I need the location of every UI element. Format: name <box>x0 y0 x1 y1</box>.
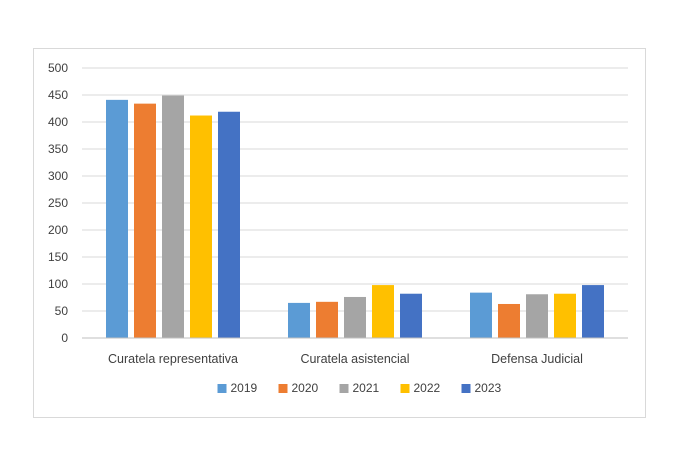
legend-swatch-2021 <box>339 384 349 393</box>
bar-chart: 0 50 100 150 200 250 300 350 400 450 500 Curatela … <box>48 61 628 395</box>
bar-2020-2 <box>316 301 338 338</box>
legend-label: 2021 <box>353 381 380 395</box>
bar-2021-1 <box>162 95 184 338</box>
y-tick-label: 50 <box>55 304 69 318</box>
legend-label: 2020 <box>292 381 319 395</box>
bar-2021-3 <box>526 294 548 338</box>
legend-label: 2022 <box>414 381 441 395</box>
y-tick-label: 500 <box>48 61 68 75</box>
legend-swatch-2020 <box>278 384 288 393</box>
bar-2020-1 <box>134 103 156 338</box>
y-tick-label: 400 <box>48 115 68 129</box>
category-label: Curatela representativa <box>108 352 238 366</box>
category-label: Curatela asistencial <box>300 352 409 366</box>
bar-2022-3 <box>554 293 576 338</box>
chart-frame: 0 50 100 150 200 250 300 350 400 450 500 Curatela … <box>33 48 646 418</box>
bar-2023-2 <box>400 293 422 338</box>
legend-label: 2019 <box>231 381 258 395</box>
legend-swatch-2023 <box>461 384 471 393</box>
bar-2023-1 <box>218 111 240 338</box>
y-axis-ticks: 0 50 100 150 200 250 300 350 400 450 500 <box>48 61 68 345</box>
bar-2022-2 <box>372 285 394 338</box>
bars <box>106 95 604 339</box>
bar-2019-3 <box>470 292 492 338</box>
legend: 2019 2020 2021 2022 2023 <box>217 381 502 395</box>
bar-2019-2 <box>288 302 310 338</box>
y-tick-label: 200 <box>48 223 68 237</box>
y-tick-label: 250 <box>48 196 68 210</box>
bar-2023-3 <box>582 285 604 338</box>
bar-2019-1 <box>106 99 128 338</box>
y-tick-label: 350 <box>48 142 68 156</box>
y-tick-label: 0 <box>61 331 68 345</box>
legend-swatch-2019 <box>217 384 227 393</box>
category-labels: Curatela representativa Curatela asistenc… <box>108 352 583 366</box>
bar-2022-1 <box>190 115 212 339</box>
y-tick-label: 100 <box>48 277 68 291</box>
y-tick-label: 300 <box>48 169 68 183</box>
y-tick-label: 150 <box>48 250 68 264</box>
bar-2021-2 <box>344 296 366 338</box>
legend-swatch-2022 <box>400 384 410 393</box>
category-label: Defensa Judicial <box>491 352 583 366</box>
bar-2020-3 <box>498 303 520 338</box>
legend-label: 2023 <box>475 381 502 395</box>
y-tick-label: 450 <box>48 88 68 102</box>
